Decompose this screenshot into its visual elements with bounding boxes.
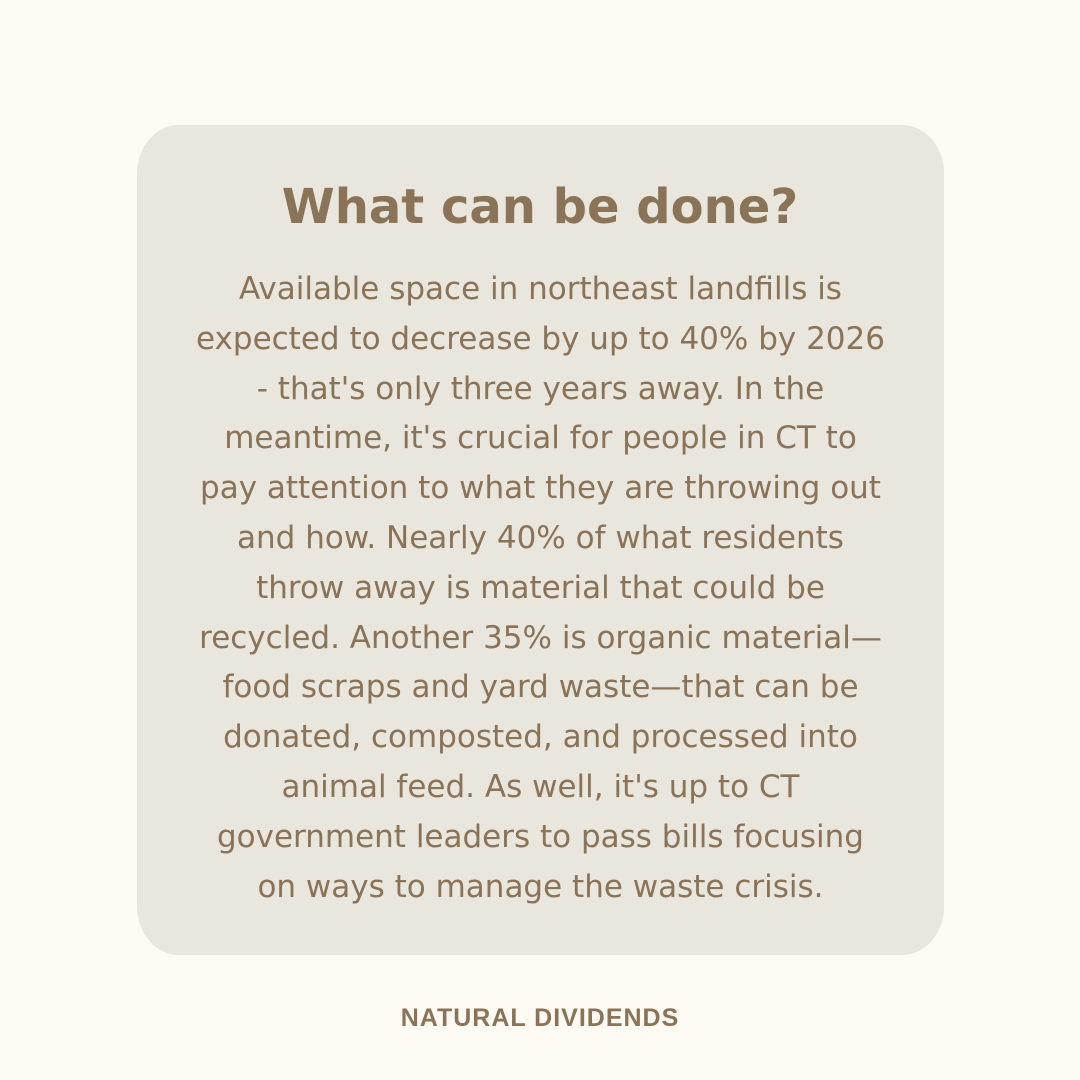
body-line: animal feed. As well, it's up to CT: [281, 768, 800, 805]
body-line: on ways to manage the waste crisis.: [257, 868, 824, 905]
body-line: throw away is material that could be: [256, 569, 825, 606]
body-line: Available space in northeast landfills i…: [239, 271, 842, 307]
body-line: - that's only three years away. In the: [256, 370, 825, 407]
body-line: and how. Nearly 40% of what residents: [237, 519, 844, 556]
body-line: recycled. Another 35% is organic materia…: [199, 619, 882, 656]
card-title: What can be done?: [281, 179, 799, 235]
brand: NATURAL DIVIDENDS: [400, 1004, 680, 1032]
body-line: donated, composted, and processed into: [223, 719, 858, 756]
body-line: meantime, it's crucial for people in CT …: [224, 420, 857, 457]
body-line: food scraps and yard waste—that can be: [222, 669, 859, 706]
card-body: Available space in northeast landfills i…: [137, 265, 944, 912]
body-line: government leaders to pass bills focusin…: [216, 818, 864, 855]
body-line: expected to decrease by up to 40% by 202…: [196, 320, 885, 357]
body-line: pay attention to what they are throwing …: [200, 470, 881, 507]
card: [137, 125, 944, 955]
